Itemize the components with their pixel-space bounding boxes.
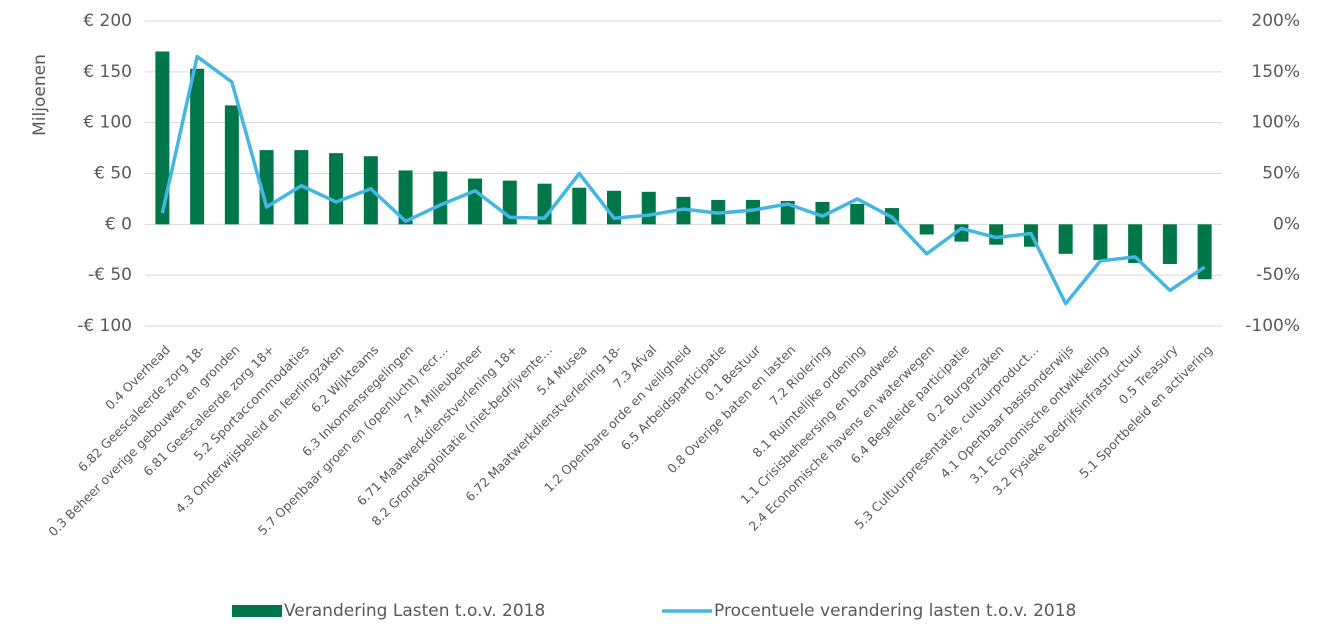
bar [398,170,413,225]
legend-label: Procentuele verandering lasten t.o.v. 20… [714,601,1076,621]
y2-tick-label: 150% [1251,62,1300,82]
y2-tick-label: 50% [1262,164,1300,184]
bar [468,178,483,225]
bar [224,105,239,225]
bar [1197,224,1212,280]
line [160,54,1206,306]
y2-tick-label: -100% [1245,316,1300,336]
bar [190,68,205,225]
y-tick-label: € 150 [83,62,132,82]
y-tick-label: € 50 [94,164,132,184]
bar [1093,224,1108,260]
bar [815,201,830,225]
bar [641,191,656,225]
y2-tick-label: -50% [1256,265,1300,285]
legend-label: Verandering Lasten t.o.v. 2018 [284,601,545,621]
bar [433,171,448,225]
y-axis-title: Miljoenen [30,54,50,136]
bar [155,51,170,225]
y2-tick-label: 100% [1251,113,1300,133]
bar [329,153,344,225]
bar [745,199,760,225]
x-tick-label: 6.71 Maatwerkdienstverlening 18+ [354,342,521,509]
y-tick-label: € 200 [83,11,132,31]
bar [850,204,865,225]
bar [1162,224,1177,264]
legend-swatch [232,605,282,617]
bar [572,187,587,225]
bar [919,224,934,235]
y-tick-label: € 0 [105,214,132,234]
bar [1058,224,1073,254]
y2-tick-label: 0% [1273,214,1300,234]
bar [1128,224,1143,263]
y-tick-label: -€ 100 [77,316,132,336]
bar [989,224,1004,245]
y-tick-label: € 100 [83,113,132,133]
y-tick-label: -€ 50 [88,265,132,285]
y2-tick-label: 200% [1251,11,1300,31]
